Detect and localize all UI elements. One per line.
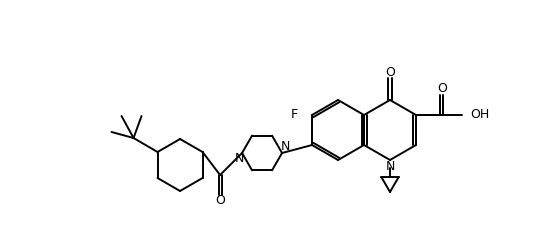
Text: F: F bbox=[291, 109, 298, 122]
Text: N: N bbox=[280, 140, 290, 154]
Text: O: O bbox=[385, 65, 395, 79]
Text: O: O bbox=[215, 194, 225, 208]
Text: OH: OH bbox=[470, 109, 489, 122]
Text: N: N bbox=[234, 153, 244, 165]
Text: N: N bbox=[385, 160, 395, 174]
Text: O: O bbox=[437, 83, 447, 95]
